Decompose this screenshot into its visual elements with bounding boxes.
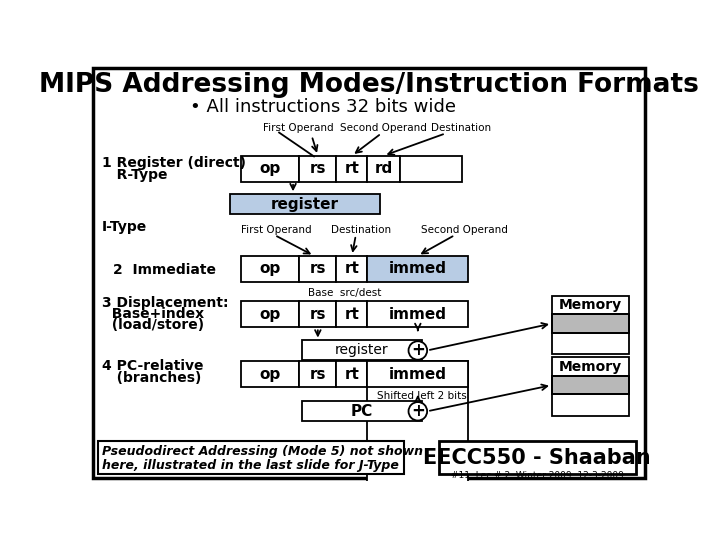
Bar: [552, 296, 629, 354]
Text: rs: rs: [310, 161, 326, 176]
Text: Pseudodirect Addressing (Mode 5) not shown: Pseudodirect Addressing (Mode 5) not sho…: [102, 445, 423, 458]
Text: op: op: [259, 307, 280, 322]
Bar: [300, 156, 336, 182]
Text: register: register: [271, 197, 338, 212]
Text: immed: immed: [389, 307, 447, 322]
Bar: [302, 401, 423, 421]
Text: rt: rt: [344, 307, 359, 322]
Text: Base+index: Base+index: [102, 307, 204, 321]
Bar: [241, 361, 300, 387]
Text: 3 Displacement:: 3 Displacement:: [102, 296, 228, 310]
Bar: [552, 376, 629, 394]
Text: immed: immed: [389, 261, 447, 276]
Text: +: +: [411, 341, 425, 360]
Text: Shifted left 2 bits: Shifted left 2 bits: [377, 391, 467, 401]
Bar: [241, 301, 300, 327]
Text: rt: rt: [344, 261, 359, 276]
Text: I-Type: I-Type: [102, 219, 147, 233]
Text: (load/store): (load/store): [102, 318, 204, 332]
Bar: [552, 314, 629, 333]
Text: op: op: [259, 161, 280, 176]
Text: Memory: Memory: [559, 298, 622, 312]
Bar: [241, 256, 300, 282]
Text: rs: rs: [310, 261, 326, 276]
Text: rt: rt: [344, 367, 359, 382]
Circle shape: [408, 402, 427, 421]
Bar: [367, 301, 468, 327]
Text: Memory: Memory: [559, 360, 622, 374]
Text: rd: rd: [374, 161, 393, 176]
Text: 1 Register (direct): 1 Register (direct): [102, 156, 246, 170]
Text: EECC550 - Shaaban: EECC550 - Shaaban: [423, 448, 651, 468]
Bar: [367, 361, 468, 540]
Text: Destination: Destination: [431, 123, 491, 133]
Text: R-Type: R-Type: [102, 168, 167, 182]
Bar: [367, 256, 468, 282]
Bar: [552, 314, 629, 333]
Text: rs: rs: [310, 367, 326, 382]
Bar: [552, 376, 629, 394]
Bar: [98, 441, 404, 475]
Bar: [241, 156, 300, 182]
Text: #11  Lec # 2  Winter 2009  12-3-2009: #11 Lec # 2 Winter 2009 12-3-2009: [451, 471, 624, 481]
Bar: [302, 340, 423, 361]
Text: immed: immed: [389, 367, 447, 382]
Bar: [336, 256, 367, 282]
Text: First Operand: First Operand: [240, 225, 311, 235]
Circle shape: [408, 341, 427, 360]
Text: 2  Immediate: 2 Immediate: [113, 264, 216, 278]
Text: Base  src/dest: Base src/dest: [308, 288, 382, 299]
Text: register: register: [336, 343, 389, 357]
Text: op: op: [259, 261, 280, 276]
Bar: [336, 361, 367, 387]
Text: rs: rs: [310, 307, 326, 322]
Bar: [367, 361, 468, 387]
Text: rt: rt: [344, 161, 359, 176]
Text: (branches): (branches): [102, 371, 201, 385]
Text: +: +: [411, 402, 425, 420]
Text: PC: PC: [351, 404, 373, 419]
Bar: [300, 361, 336, 387]
Bar: [367, 156, 400, 182]
Text: • All instructions 32 bits wide: • All instructions 32 bits wide: [189, 98, 456, 116]
Text: First Operand: First Operand: [264, 123, 334, 133]
Text: Second Operand: Second Operand: [421, 225, 508, 235]
Text: Destination: Destination: [331, 225, 391, 235]
Text: 4 PC-relative: 4 PC-relative: [102, 359, 203, 373]
Bar: [552, 357, 629, 416]
Text: op: op: [259, 367, 280, 382]
Bar: [230, 194, 380, 214]
Bar: [438, 441, 636, 475]
Bar: [400, 156, 462, 182]
Bar: [300, 301, 336, 327]
Text: MIPS Addressing Modes/Instruction Formats: MIPS Addressing Modes/Instruction Format…: [39, 72, 699, 98]
Text: Second Operand: Second Operand: [340, 123, 426, 133]
Bar: [336, 301, 367, 327]
Text: here, illustrated in the last slide for J-Type: here, illustrated in the last slide for …: [102, 460, 400, 472]
Bar: [336, 156, 367, 182]
Bar: [300, 256, 336, 282]
